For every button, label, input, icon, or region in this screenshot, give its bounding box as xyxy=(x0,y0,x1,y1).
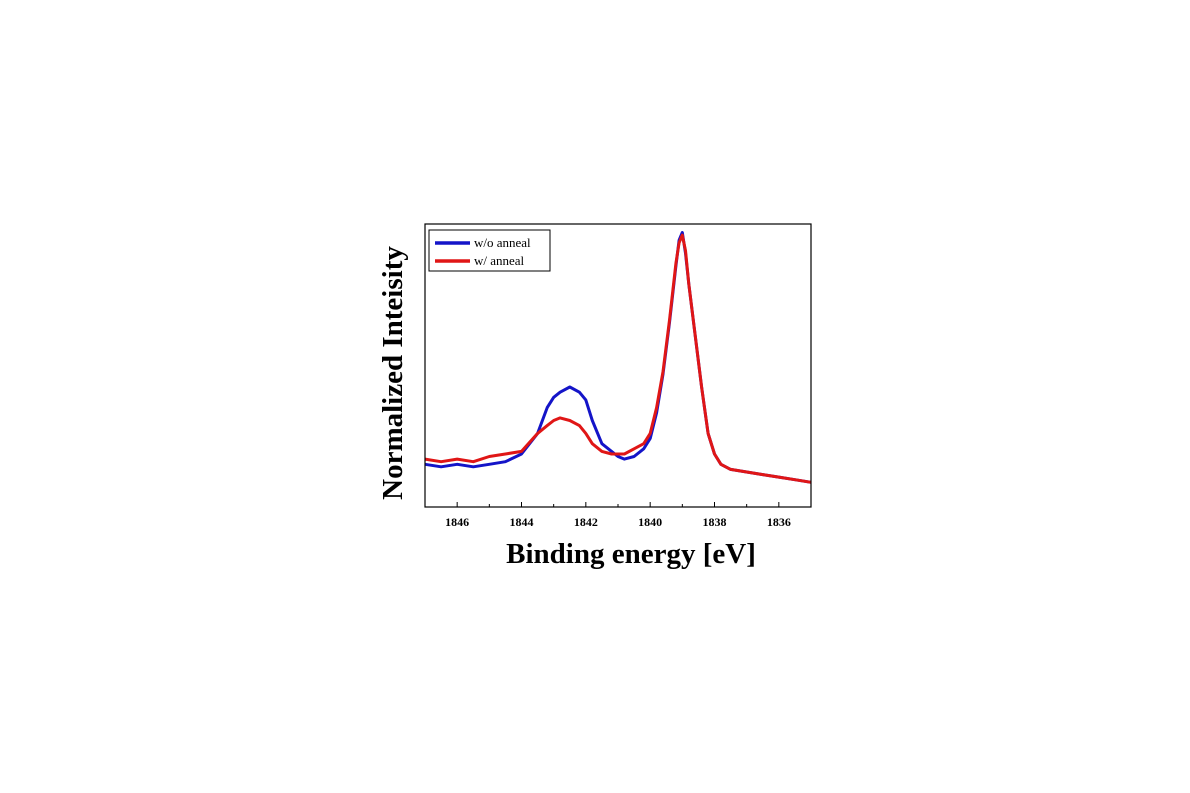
x-tick-label: 1836 xyxy=(767,515,791,529)
x-tick-label: 1842 xyxy=(574,515,598,529)
legend-box xyxy=(428,229,551,272)
legend: w/o anneal w/ anneal xyxy=(428,229,551,272)
legend-label-wo-anneal: w/o anneal xyxy=(474,235,531,250)
x-tick-label: 1840 xyxy=(638,515,662,529)
legend-label-w-anneal: w/ anneal xyxy=(474,253,525,268)
series-lines xyxy=(424,231,812,484)
plot-frame xyxy=(424,223,812,508)
series-line-w-anneal xyxy=(424,233,812,484)
y-axis-title: Normalized Inteisity xyxy=(377,246,409,500)
x-ticks: 1846 1844 1842 1840 1838 1836 xyxy=(424,502,812,529)
x-tick-label: 1846 xyxy=(445,515,469,529)
x-axis-title: Binding energy [eV] xyxy=(506,538,756,570)
x-tick-label: 1844 xyxy=(510,515,534,529)
x-tick-label: 1838 xyxy=(703,515,727,529)
